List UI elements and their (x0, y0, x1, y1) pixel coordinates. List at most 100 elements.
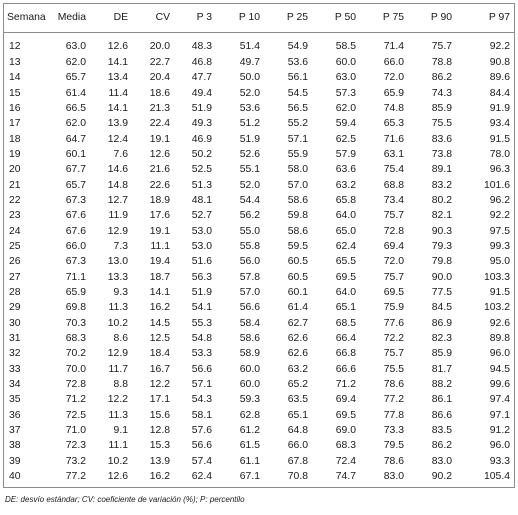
value-cell: 11.4 (108, 87, 128, 99)
value-cell: 71.0 (65, 425, 86, 437)
value-cell: 56.6 (191, 440, 212, 452)
value-cell: 84.5 (431, 302, 452, 314)
value-cell: 54.3 (191, 394, 212, 406)
value-cell: 95.0 (489, 256, 510, 268)
value-cell: 91.5 (489, 286, 510, 298)
value-cell: 62.5 (335, 133, 356, 145)
value-cell: 12.4 (107, 133, 128, 145)
value-cell: 94.5 (489, 363, 510, 375)
week-cell: 31 (9, 333, 21, 344)
table-row: 38 72.3 11.1 15.3 56.6 61.5 66.0 68.3 79.5 86.2 96… (4, 439, 514, 454)
value-cell: 54.9 (287, 41, 308, 53)
value-cell: 58.1 (191, 409, 212, 421)
value-cell: 19.4 (149, 256, 170, 268)
value-cell: 13.4 (107, 72, 128, 84)
value-cell: 86.2 (431, 440, 452, 452)
value-cell: 91.9 (489, 102, 510, 114)
week-cell: 40 (9, 471, 21, 483)
value-cell: 67.6 (65, 210, 86, 222)
value-cell: 75.5 (431, 118, 452, 130)
value-cell: 65.5 (335, 256, 356, 268)
value-cell: 56.1 (287, 72, 308, 84)
value-cell: 60.0 (335, 56, 356, 68)
value-cell: 7.3 (113, 240, 128, 252)
value-cell: 62.0 (65, 118, 86, 130)
value-cell: 66.4 (335, 333, 356, 344)
value-cell: 57.0 (287, 179, 308, 191)
value-cell: 55.1 (239, 164, 260, 176)
table-row: 29 69.8 11.3 16.2 54.1 56.6 61.4 65.1 75.9 84.5 10… (4, 301, 514, 316)
value-cell: 93.3 (489, 455, 510, 467)
value-cell: 15.6 (149, 409, 170, 421)
value-cell: 75.7 (431, 41, 452, 53)
table-row: 16 66.5 14.1 21.3 51.9 53.6 56.5 62.0 74.8 85.9 91… (4, 101, 514, 116)
table-row: 19 60.1 7.6 12.6 50.2 52.6 55.9 57.9 63.1 73.8 78.… (4, 147, 514, 162)
value-cell: 12.6 (107, 41, 128, 53)
value-cell: 55.8 (239, 240, 260, 252)
value-cell: 64.8 (287, 425, 308, 437)
value-cell: 72.3 (65, 440, 86, 452)
value-cell: 81.7 (431, 363, 452, 375)
value-cell: 55.0 (239, 225, 260, 237)
value-cell: 50.2 (191, 148, 212, 160)
value-cell: 85.9 (431, 102, 452, 114)
value-cell: 78.8 (431, 56, 452, 68)
value-cell: 65.1 (335, 302, 356, 314)
value-cell: 86.9 (431, 317, 452, 329)
week-cell: 12 (9, 41, 21, 53)
value-cell: 57.3 (335, 87, 356, 99)
value-cell: 93.4 (489, 118, 510, 130)
value-cell: 53.0 (191, 225, 212, 237)
value-cell: 66.6 (335, 363, 356, 375)
value-cell: 71.6 (383, 133, 404, 145)
value-cell: 58.9 (239, 348, 260, 360)
value-cell: 62.8 (239, 409, 260, 421)
value-cell: 82.1 (431, 210, 452, 222)
value-cell: 78.6 (383, 455, 404, 467)
table-row: 28 65.9 9.3 14.1 51.9 57.0 60.1 64.0 69.5 77.5 91.… (4, 286, 514, 301)
value-cell: 58.4 (239, 317, 260, 329)
value-cell: 7.6 (113, 148, 128, 160)
value-cell: 16.7 (149, 363, 170, 375)
value-cell: 74.7 (335, 471, 356, 483)
value-cell: 16.2 (149, 302, 170, 314)
value-cell: 19.1 (149, 225, 170, 237)
value-cell: 51.6 (191, 256, 212, 268)
value-cell: 90.8 (489, 56, 510, 68)
value-cell: 77.6 (383, 317, 404, 329)
value-cell: 62.0 (65, 56, 86, 68)
value-cell: 60.1 (287, 286, 308, 298)
value-cell: 74.8 (383, 102, 404, 114)
value-cell: 91.5 (489, 133, 510, 145)
value-cell: 9.3 (113, 286, 128, 298)
value-cell: 22.6 (149, 179, 170, 191)
value-cell: 21.3 (149, 102, 170, 114)
value-cell: 64.0 (335, 210, 356, 222)
value-cell: 99.6 (489, 379, 510, 391)
week-cell: 28 (9, 286, 21, 298)
value-cell: 14.5 (149, 317, 170, 329)
week-cell: 26 (9, 256, 21, 268)
column-header: Semana (4, 4, 49, 33)
value-cell: 89.1 (431, 164, 452, 176)
value-cell: 67.1 (239, 471, 260, 483)
value-cell: 69.5 (335, 271, 356, 283)
value-cell: 51.9 (239, 133, 260, 145)
value-cell: 103.3 (483, 271, 510, 283)
value-cell: 51.9 (191, 286, 212, 298)
value-cell: 63.2 (287, 363, 308, 375)
value-cell: 13.9 (107, 118, 128, 130)
value-cell: 68.3 (335, 440, 356, 452)
value-cell: 54.4 (239, 194, 260, 206)
value-cell: 49.4 (191, 87, 212, 99)
table-row: 34 72.8 8.8 12.2 57.1 60.0 65.2 71.2 78.6 88.2 99.… (4, 378, 514, 393)
week-cell: 36 (9, 409, 21, 421)
value-cell: 16.2 (149, 471, 170, 483)
value-cell: 56.5 (287, 102, 308, 114)
value-cell: 82.3 (431, 333, 452, 344)
table-row: 27 71.1 13.3 18.7 56.3 57.8 60.5 69.5 75.7 90.0 10… (4, 270, 514, 285)
value-cell: 46.9 (191, 133, 212, 145)
value-cell: 64.7 (65, 133, 86, 145)
value-cell: 51.9 (191, 102, 212, 114)
value-cell: 12.8 (149, 425, 170, 437)
